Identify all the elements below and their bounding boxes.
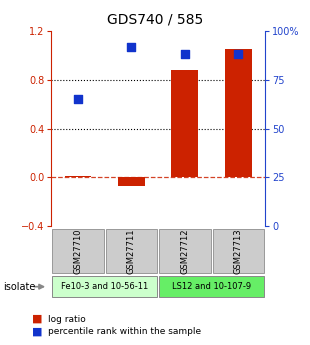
Text: percentile rank within the sample: percentile rank within the sample [48, 327, 201, 336]
Text: log ratio: log ratio [48, 315, 86, 324]
Point [129, 44, 134, 49]
Text: GSM27713: GSM27713 [234, 228, 243, 274]
Text: GSM27711: GSM27711 [127, 228, 136, 274]
Text: GSM27712: GSM27712 [180, 228, 189, 274]
Bar [118, 177, 145, 186]
Bar [159, 276, 264, 297]
Point [236, 52, 241, 57]
Text: ■: ■ [32, 327, 42, 337]
Text: LS12 and 10-107-9: LS12 and 10-107-9 [172, 282, 251, 291]
Bar [213, 229, 264, 273]
Text: ■: ■ [32, 314, 42, 324]
Bar [159, 229, 210, 273]
Bar [171, 70, 198, 177]
Point [182, 52, 187, 57]
Bar [52, 276, 157, 297]
Text: GSM27710: GSM27710 [73, 228, 82, 274]
Point [75, 97, 80, 102]
Bar [106, 229, 157, 273]
Bar [52, 229, 104, 273]
Bar [225, 49, 252, 177]
Text: Fe10-3 and 10-56-11: Fe10-3 and 10-56-11 [61, 282, 148, 291]
Text: isolate: isolate [3, 282, 35, 292]
Text: GDS740 / 585: GDS740 / 585 [107, 12, 203, 26]
Bar [64, 176, 91, 177]
